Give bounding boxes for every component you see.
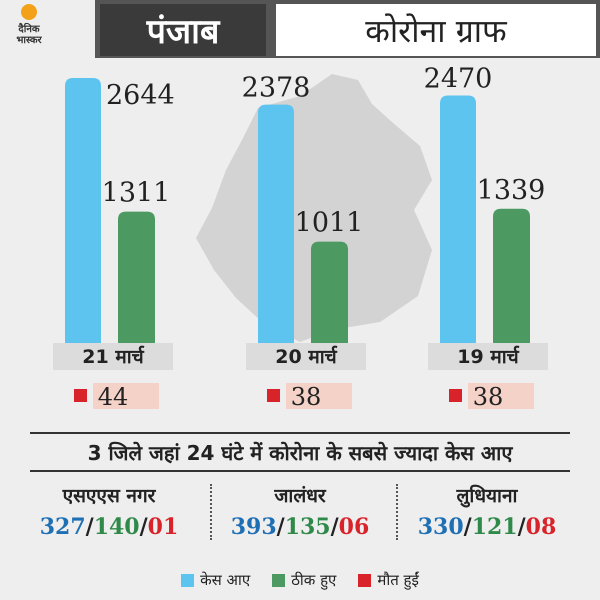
district-cases: 393 (230, 514, 277, 540)
bar-chart: 2644 1311 21 मार्च 44 2378 1011 20 मार्च 38 2470… (53, 63, 548, 411)
bar-cases (65, 78, 101, 343)
district-stats: 393/135/06 (230, 514, 370, 540)
legend-label: ठीक हुए (291, 571, 337, 589)
sun-icon (21, 4, 37, 20)
district-stats: 327/140/01 (39, 514, 179, 540)
data-label-cases: 2470 (424, 63, 493, 94)
data-label-recovered: 1011 (295, 208, 364, 239)
district-cases: 327 (39, 514, 86, 540)
data-label-deaths: 38 (473, 383, 504, 411)
bar-recovered (118, 211, 155, 343)
district-recovered: 135 (284, 514, 331, 540)
legend-item-deaths: मौत हुईं (358, 570, 419, 590)
district-cases: 330 (417, 514, 464, 540)
death-box (93, 383, 159, 409)
legend-item-cases: केस आए (181, 570, 250, 590)
data-label-deaths: 44 (98, 383, 129, 411)
legend-label: केस आए (200, 571, 251, 589)
district-separator (210, 484, 212, 540)
district-stats: 330/121/08 (417, 514, 557, 540)
page-subtitle: कोरोना ग्राफ (276, 4, 596, 56)
dainik-bhaskar-logo: दैनिक भास्कर (4, 4, 54, 50)
legend-swatch (181, 573, 195, 587)
district-name: एसएएस नगर (62, 485, 156, 507)
date-label: 19 मार्च (457, 345, 519, 368)
date-label: 21 मार्च (82, 345, 144, 368)
chart-legend: केस आए ठीक हुए मौत हुईं (0, 570, 600, 590)
legend-item-recovered: ठीक हुए (272, 570, 336, 590)
data-label-recovered: 1311 (102, 178, 171, 209)
death-marker-icon (74, 389, 87, 402)
district-name: जालंधर (274, 485, 326, 507)
date-box (428, 343, 548, 370)
data-label-cases: 2378 (242, 73, 311, 104)
page-title: पंजाब (100, 4, 266, 56)
legend-swatch (272, 573, 286, 587)
data-label-recovered: 1339 (477, 175, 546, 206)
district-separator (396, 484, 398, 540)
district-name: लुधियाना (456, 485, 518, 507)
logo-line-2: भास्कर (16, 35, 42, 46)
district-deaths: 08 (525, 514, 557, 540)
legend-label: मौत हुईं (377, 571, 419, 589)
bar-recovered (311, 241, 348, 343)
data-label-cases: 2644 (106, 80, 175, 111)
district-recovered: 140 (93, 514, 140, 540)
death-marker-icon (449, 389, 462, 402)
bar-cases (258, 104, 294, 343)
district-deaths: 06 (338, 514, 370, 540)
district-recovered: 121 (471, 514, 518, 540)
date-box (53, 343, 173, 370)
date-label: 20 मार्च (275, 345, 337, 368)
bar-cases (440, 95, 476, 343)
district-sas-nagar: एसएएस नगर 327/140/01 (14, 482, 204, 540)
death-box (468, 383, 534, 409)
bar-recovered (493, 208, 530, 343)
district-deaths: 01 (147, 514, 179, 540)
death-marker-icon (267, 389, 280, 402)
date-box (246, 343, 366, 370)
death-box (286, 383, 352, 409)
punjab-map-silhouette (196, 74, 432, 342)
legend-swatch (358, 573, 372, 587)
district-ludhiana: लुधियाना 330/121/08 (392, 482, 582, 540)
logo-line-1: दैनिक (18, 24, 40, 35)
district-jalandhar: जालंधर 393/135/06 (205, 482, 395, 540)
data-label-deaths: 38 (291, 383, 322, 411)
districts-title: 3 जिले जहां 24 घंटे में कोरोना के सबसे ज… (30, 432, 570, 472)
